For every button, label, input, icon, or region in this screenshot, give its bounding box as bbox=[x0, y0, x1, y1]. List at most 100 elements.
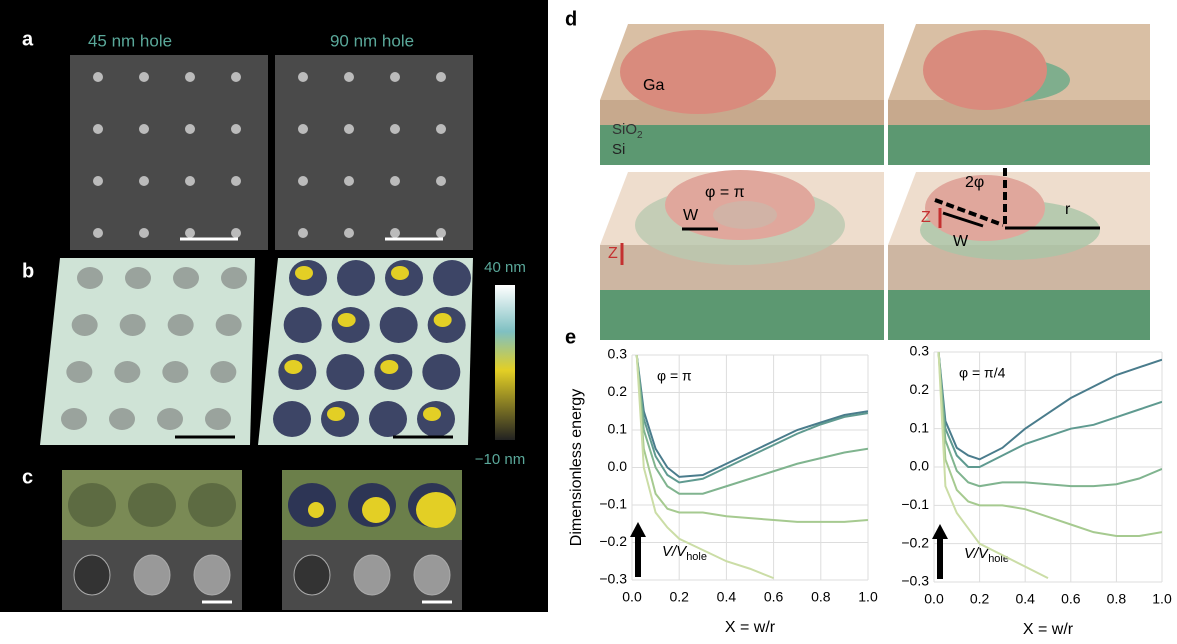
x-tick-label: 0.4 bbox=[717, 589, 737, 605]
particle bbox=[231, 228, 241, 238]
particle bbox=[119, 314, 146, 336]
line bbox=[635, 355, 774, 580]
particle bbox=[326, 354, 365, 390]
x-axis-label: X = w/r bbox=[725, 619, 776, 636]
label: W bbox=[953, 233, 969, 250]
colorbar-top: 40 nm bbox=[484, 259, 526, 276]
particle bbox=[185, 228, 195, 238]
x-tick-label: 0.2 bbox=[669, 589, 689, 605]
particle bbox=[283, 307, 322, 343]
particle bbox=[298, 72, 308, 82]
particle bbox=[188, 483, 236, 527]
particle bbox=[293, 554, 331, 596]
arrow bbox=[635, 535, 641, 577]
arrow-label: hole bbox=[686, 551, 707, 563]
particle bbox=[344, 124, 354, 134]
particle bbox=[337, 260, 375, 296]
particle bbox=[139, 176, 149, 186]
x-tick-label: 0.8 bbox=[1107, 591, 1127, 607]
particle bbox=[167, 314, 194, 336]
panel-label: d bbox=[565, 8, 577, 30]
particle bbox=[390, 176, 400, 186]
y-tick-label: −0.2 bbox=[599, 533, 627, 549]
panel-label: b bbox=[22, 260, 34, 282]
particle bbox=[390, 124, 400, 134]
line bbox=[635, 355, 868, 484]
micrographs bbox=[40, 55, 473, 610]
particle bbox=[231, 176, 241, 186]
arrow-label: hole bbox=[988, 553, 1009, 565]
particle bbox=[215, 314, 242, 336]
particle bbox=[157, 408, 183, 430]
x-tick-label: 0.0 bbox=[622, 589, 642, 605]
y-tick-label: −0.1 bbox=[901, 496, 929, 512]
plot-area bbox=[635, 355, 868, 580]
particle bbox=[413, 554, 451, 596]
particle bbox=[422, 354, 461, 390]
particle bbox=[77, 267, 103, 289]
particle bbox=[295, 266, 313, 280]
label: r bbox=[1065, 201, 1071, 218]
micrograph bbox=[70, 55, 268, 250]
particle bbox=[133, 554, 171, 596]
label: SiO2 bbox=[612, 121, 643, 141]
y-tick-label: −0.3 bbox=[599, 571, 627, 587]
line bbox=[635, 355, 868, 523]
label: Z bbox=[921, 209, 931, 226]
line bbox=[937, 352, 1162, 461]
particle bbox=[284, 360, 303, 374]
label: φ = π bbox=[705, 184, 745, 201]
arrow-label: V/V bbox=[964, 545, 990, 562]
plot-area bbox=[937, 352, 1162, 580]
particle bbox=[390, 228, 400, 238]
arrow bbox=[937, 537, 943, 579]
particle bbox=[139, 124, 149, 134]
particle bbox=[173, 267, 199, 289]
particle bbox=[436, 228, 446, 238]
panel-label: a bbox=[22, 28, 34, 50]
particle bbox=[337, 313, 356, 327]
particle bbox=[379, 307, 418, 343]
particle bbox=[433, 313, 452, 327]
particle bbox=[298, 228, 308, 238]
particle bbox=[93, 124, 103, 134]
particle bbox=[391, 266, 409, 280]
x-tick-label: 1.0 bbox=[1152, 591, 1172, 607]
arrow bbox=[630, 522, 646, 537]
x-tick-label: 0.0 bbox=[924, 591, 944, 607]
particle bbox=[61, 408, 87, 430]
y-tick-label: 0.0 bbox=[910, 458, 930, 474]
line bbox=[635, 355, 868, 495]
particle bbox=[205, 408, 231, 430]
afm-map bbox=[258, 258, 473, 445]
arrow-label: V/Vhole bbox=[662, 543, 707, 563]
line bbox=[937, 352, 1162, 537]
particle bbox=[185, 72, 195, 82]
y-tick-label: 0.2 bbox=[608, 383, 628, 399]
particle bbox=[114, 361, 141, 383]
particle bbox=[128, 483, 176, 527]
y-tick-label: 0.3 bbox=[608, 346, 628, 362]
label: W bbox=[683, 207, 699, 224]
y-tick-label: −0.2 bbox=[901, 534, 929, 550]
colorbar-bottom: −10 nm bbox=[475, 451, 525, 468]
particle bbox=[231, 124, 241, 134]
afm-map bbox=[40, 258, 255, 445]
particle bbox=[416, 492, 456, 528]
particle bbox=[380, 360, 399, 374]
y-tick-label: 0.3 bbox=[910, 343, 930, 359]
label: 2 bbox=[637, 130, 643, 141]
particle bbox=[231, 72, 241, 82]
particle bbox=[298, 176, 308, 186]
x-tick-label: 0.8 bbox=[811, 589, 831, 605]
particle bbox=[273, 401, 311, 437]
particle bbox=[66, 361, 93, 383]
panel-label: c bbox=[22, 466, 33, 488]
y-tick-label: −0.3 bbox=[901, 573, 929, 589]
particle bbox=[436, 72, 446, 82]
y-tick-label: 0.0 bbox=[608, 458, 628, 474]
x-tick-label: 0.2 bbox=[970, 591, 990, 607]
column-title: 90 nm hole bbox=[330, 31, 414, 50]
particle bbox=[139, 228, 149, 238]
